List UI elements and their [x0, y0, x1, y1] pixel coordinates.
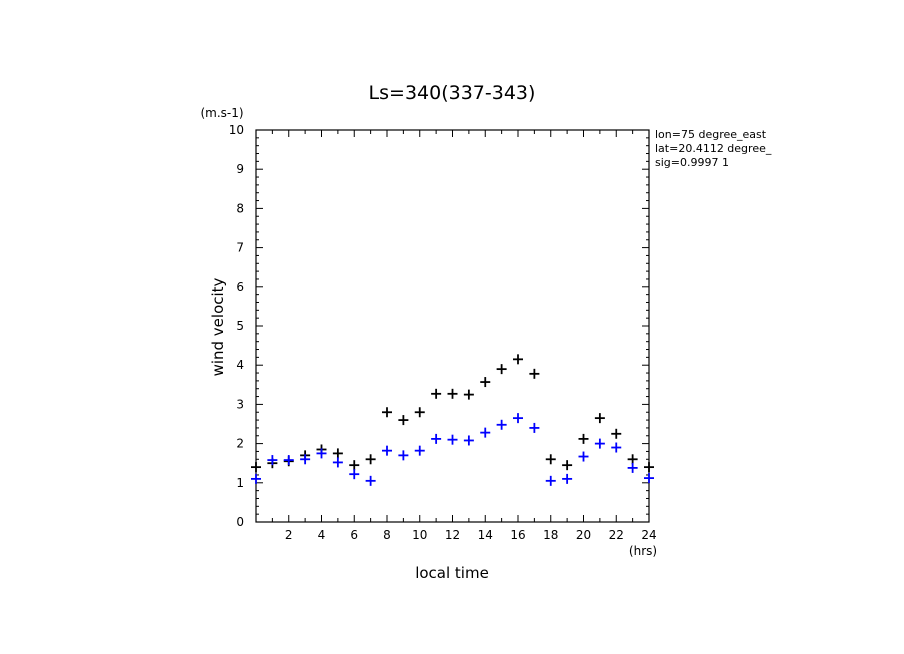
- data-point-series-2: [594, 438, 605, 449]
- data-point-series-2: [545, 475, 556, 486]
- data-point-series-1: [382, 407, 392, 418]
- x-tick-label: 22: [609, 528, 624, 542]
- x-tick-label: 16: [510, 528, 525, 542]
- annotation-lat: lat=20.4112 degree_: [655, 142, 772, 155]
- data-point-series-2: [529, 422, 540, 433]
- x-tick-label: 18: [543, 528, 558, 542]
- data-point-series-1: [431, 388, 442, 399]
- data-point-series-2: [562, 473, 573, 484]
- data-point-series-2: [447, 434, 458, 445]
- x-tick-label: 24: [641, 528, 656, 542]
- data-point-series-2: [578, 451, 589, 462]
- x-tick-label: 6: [350, 528, 358, 542]
- data-point-series-1: [398, 415, 409, 426]
- y-tick-label: 8: [236, 201, 244, 215]
- x-unit-label: (hrs): [629, 544, 657, 558]
- x-axis-label: local time: [415, 564, 489, 582]
- data-point-series-1: [365, 454, 376, 465]
- data-point-series-1: [414, 407, 425, 418]
- data-point-series-2: [611, 442, 622, 453]
- data-point-series-1: [332, 448, 343, 459]
- data-point-series-2: [398, 450, 409, 461]
- data-point-series-1: [513, 354, 523, 365]
- y-tick-label: 1: [236, 476, 244, 490]
- data-point-series-2: [513, 413, 523, 424]
- y-tick-label: 2: [236, 437, 244, 451]
- y-tick-label: 9: [236, 162, 244, 176]
- chart-title: Ls=340(337-343): [369, 82, 536, 104]
- data-point-series-2: [251, 473, 261, 484]
- data-point-series-2: [480, 427, 491, 438]
- y-tick-label: 4: [236, 358, 244, 372]
- x-tick-label: 10: [412, 528, 427, 542]
- x-tick-label: 20: [576, 528, 591, 542]
- data-point-series-1: [463, 389, 474, 400]
- data-point-series-1: [529, 368, 540, 379]
- data-point-series-2: [627, 462, 638, 473]
- annotation-lon: lon=75 degree_east: [655, 128, 767, 141]
- y-tick-label: 5: [236, 319, 244, 333]
- y-tick-label: 0: [236, 515, 244, 529]
- data-point-series-2: [349, 469, 360, 480]
- x-tick-label: 8: [383, 528, 391, 542]
- plot-frame: [255, 129, 650, 523]
- annotation-sig: sig=0.9997 1: [655, 156, 729, 169]
- data-point-series-2: [267, 455, 278, 466]
- data-point-series-2: [283, 455, 294, 466]
- data-point-series-1: [480, 377, 491, 388]
- y-unit-label: (m.s-1): [200, 106, 243, 120]
- data-point-series-1: [349, 460, 360, 471]
- data-point-series-1: [627, 454, 638, 465]
- data-point-series-1: [644, 462, 654, 473]
- data-point-series-2: [496, 419, 507, 430]
- data-point-series-1: [496, 364, 507, 375]
- data-point-series-2: [365, 475, 376, 486]
- data-point-series-1: [611, 428, 622, 439]
- x-tick-label: 14: [478, 528, 493, 542]
- x-tick-label: 2: [285, 528, 293, 542]
- data-point-series-2: [316, 448, 327, 459]
- data-point-series-2: [382, 445, 392, 456]
- data-point-series-2: [332, 457, 343, 468]
- data-point-series-1: [447, 388, 458, 399]
- data-point-series-1: [594, 413, 605, 424]
- y-tick-label: 10: [229, 123, 244, 137]
- data-point-series-1: [562, 460, 573, 471]
- data-point-series-2: [463, 435, 474, 446]
- data-point-series-2: [431, 433, 442, 444]
- data-point-series-1: [578, 433, 589, 444]
- data-point-series-1: [251, 462, 261, 473]
- data-point-series-1: [545, 454, 556, 465]
- data-point-series-2: [300, 454, 311, 465]
- data-point-series-2: [414, 445, 425, 456]
- y-tick-label: 3: [236, 397, 244, 411]
- x-tick-label: 12: [445, 528, 460, 542]
- y-axis-label: wind velocity: [209, 277, 227, 376]
- y-tick-label: 6: [236, 280, 244, 294]
- data-point-series-2: [644, 473, 654, 484]
- y-tick-label: 7: [236, 241, 244, 255]
- x-tick-label: 4: [318, 528, 326, 542]
